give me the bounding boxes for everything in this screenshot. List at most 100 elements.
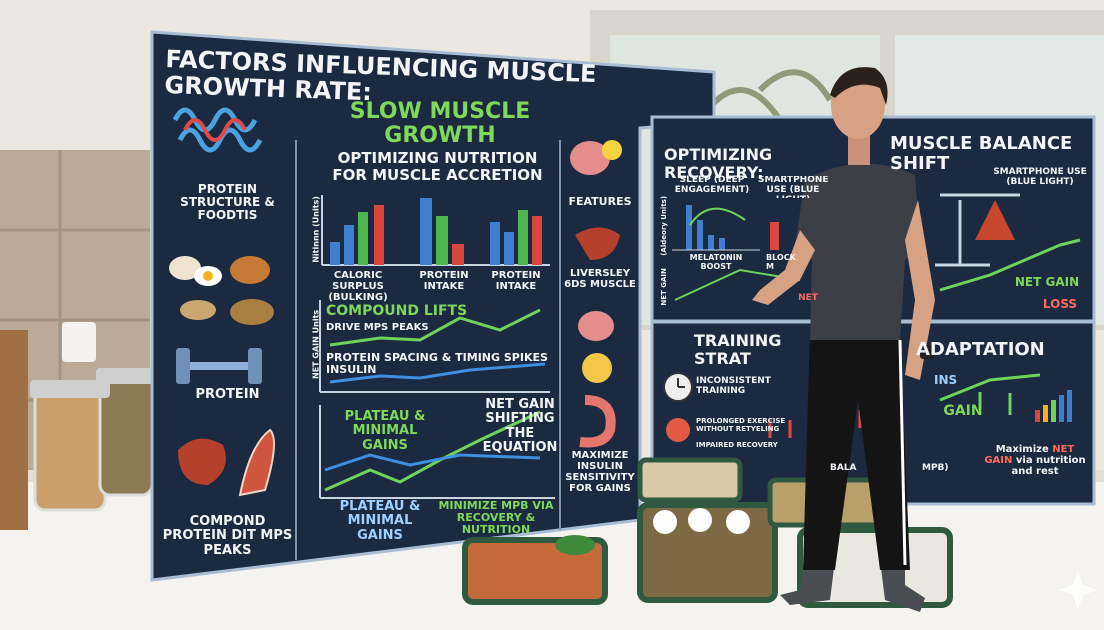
left-label: PROTEIN STRUCTURE & FOODTIS [180,182,275,223]
bar [374,205,384,265]
label: SMARTPHONE USE (BLUE LIGHT) [758,176,828,198]
arm [905,200,935,380]
trend-line [329,362,546,384]
bar [420,198,432,265]
bar [770,222,779,250]
bar [686,205,692,250]
panel-title: MUSCLE BALANCE SHIFT [890,133,1073,174]
label: IMPAIRED RECOVERY [696,441,778,449]
shirt [795,163,920,340]
chart-title: OPTIMIZING NUTRITION FOR MUSCLE ACCRETIO… [332,149,543,184]
bar [330,242,340,265]
bulb [602,140,622,160]
category-label: PROTEIN INTAKE [491,270,541,292]
pants-stripe [898,339,907,566]
scale [935,193,1020,267]
chicken [230,256,270,284]
right-label: MAXIMIZE INSULIN SENSITIVITY FOR GAINS [565,450,635,494]
jar [33,388,107,512]
bar [1059,395,1064,422]
left-label: COMPOND PROTEIN DIT MPS PEAKS [162,514,293,558]
text: via nutrition and rest [1011,455,1086,477]
label: MPB) [922,463,949,473]
pants [803,330,910,570]
bar [490,222,500,265]
label: INCONSISTENT TRAINING [696,376,771,396]
egg [653,510,677,534]
shoe [880,560,925,612]
chart-caption: PROTEIN SPACING & TIMING SPIKES INSULIN [326,351,548,377]
brain [578,311,614,341]
dumbbell [176,348,190,384]
panel-title: TRAINING STRAT [694,331,782,368]
label: MELATONIN BOOST [689,253,743,271]
y-axis-label: NET GAIN [660,268,669,306]
bar [344,225,354,265]
neck [848,135,870,165]
panel-subtitle: SLOW MUSCLE GROWTH [349,99,531,149]
bar [452,244,464,265]
trend-line [939,238,1081,292]
footer-note: Maximize NET GAIN via nutrition and rest [980,444,1090,477]
trend-line [324,410,541,492]
main-panel [150,30,716,582]
bar [358,212,368,265]
y-axis-label: (Aldeory Units) [660,195,669,256]
jar-lid [96,368,156,384]
bar [504,232,514,265]
trend-line [689,207,746,226]
shoe [780,560,835,605]
lentils [230,299,274,325]
panel-title: ADAPTATION [916,339,1045,360]
person [752,67,935,612]
egg [726,510,750,534]
bar [697,220,703,250]
protein-molecule [183,118,247,142]
label: NET GAIN [1014,275,1080,289]
jar-lid [30,380,110,398]
text: Maximize [995,444,1049,455]
watch [920,345,934,359]
label: BALA [830,463,857,473]
category-label: CALORIC SURPLUS (BULKING) [328,270,388,303]
bar [436,216,448,265]
trend-line [939,373,1041,402]
sparkle-icon [1058,570,1098,610]
bar [518,210,528,265]
arm [752,230,815,305]
label: LOSS [1042,297,1078,311]
clock-hands [677,378,685,388]
right-label: FEATURES [568,195,632,208]
bar [1043,405,1048,422]
label: SLEEP (DEEP ENGAGEMENT) [674,175,750,195]
cutting-board [0,330,28,530]
chart-annotation: COMPOUND LIFTS [326,303,468,319]
trend-line [329,308,541,347]
brain [570,141,610,175]
label: INS [934,374,958,387]
bar [1051,400,1056,422]
pancreas [582,353,612,383]
trend-line [324,453,541,472]
panel-title: OPTIMIZING RECOVERY: [664,145,773,182]
label: GAIN [943,403,983,419]
chart-annotation: PLATEAU & MINIMAL GAINS [339,499,421,543]
chart-annotation: PLATEAU & MINIMAL GAINS [344,409,426,453]
muscle [238,428,275,497]
broccoli [555,535,595,555]
bar [719,238,725,250]
bar [532,216,542,265]
dumbbell [180,362,260,370]
bar [708,235,714,250]
socket [62,322,96,362]
scale-pan [975,200,1015,240]
container [637,457,743,503]
right-label: LIVERSLEY 6DS MUSCLE [564,268,636,290]
container [462,537,608,605]
chart-annotation: NET GAIN SHIFTING THE EQUATION [482,397,558,455]
egg [688,508,712,532]
label: PROLONGED EXERCISE WITHOUT RETYELING [696,417,786,433]
yolk [203,271,213,281]
